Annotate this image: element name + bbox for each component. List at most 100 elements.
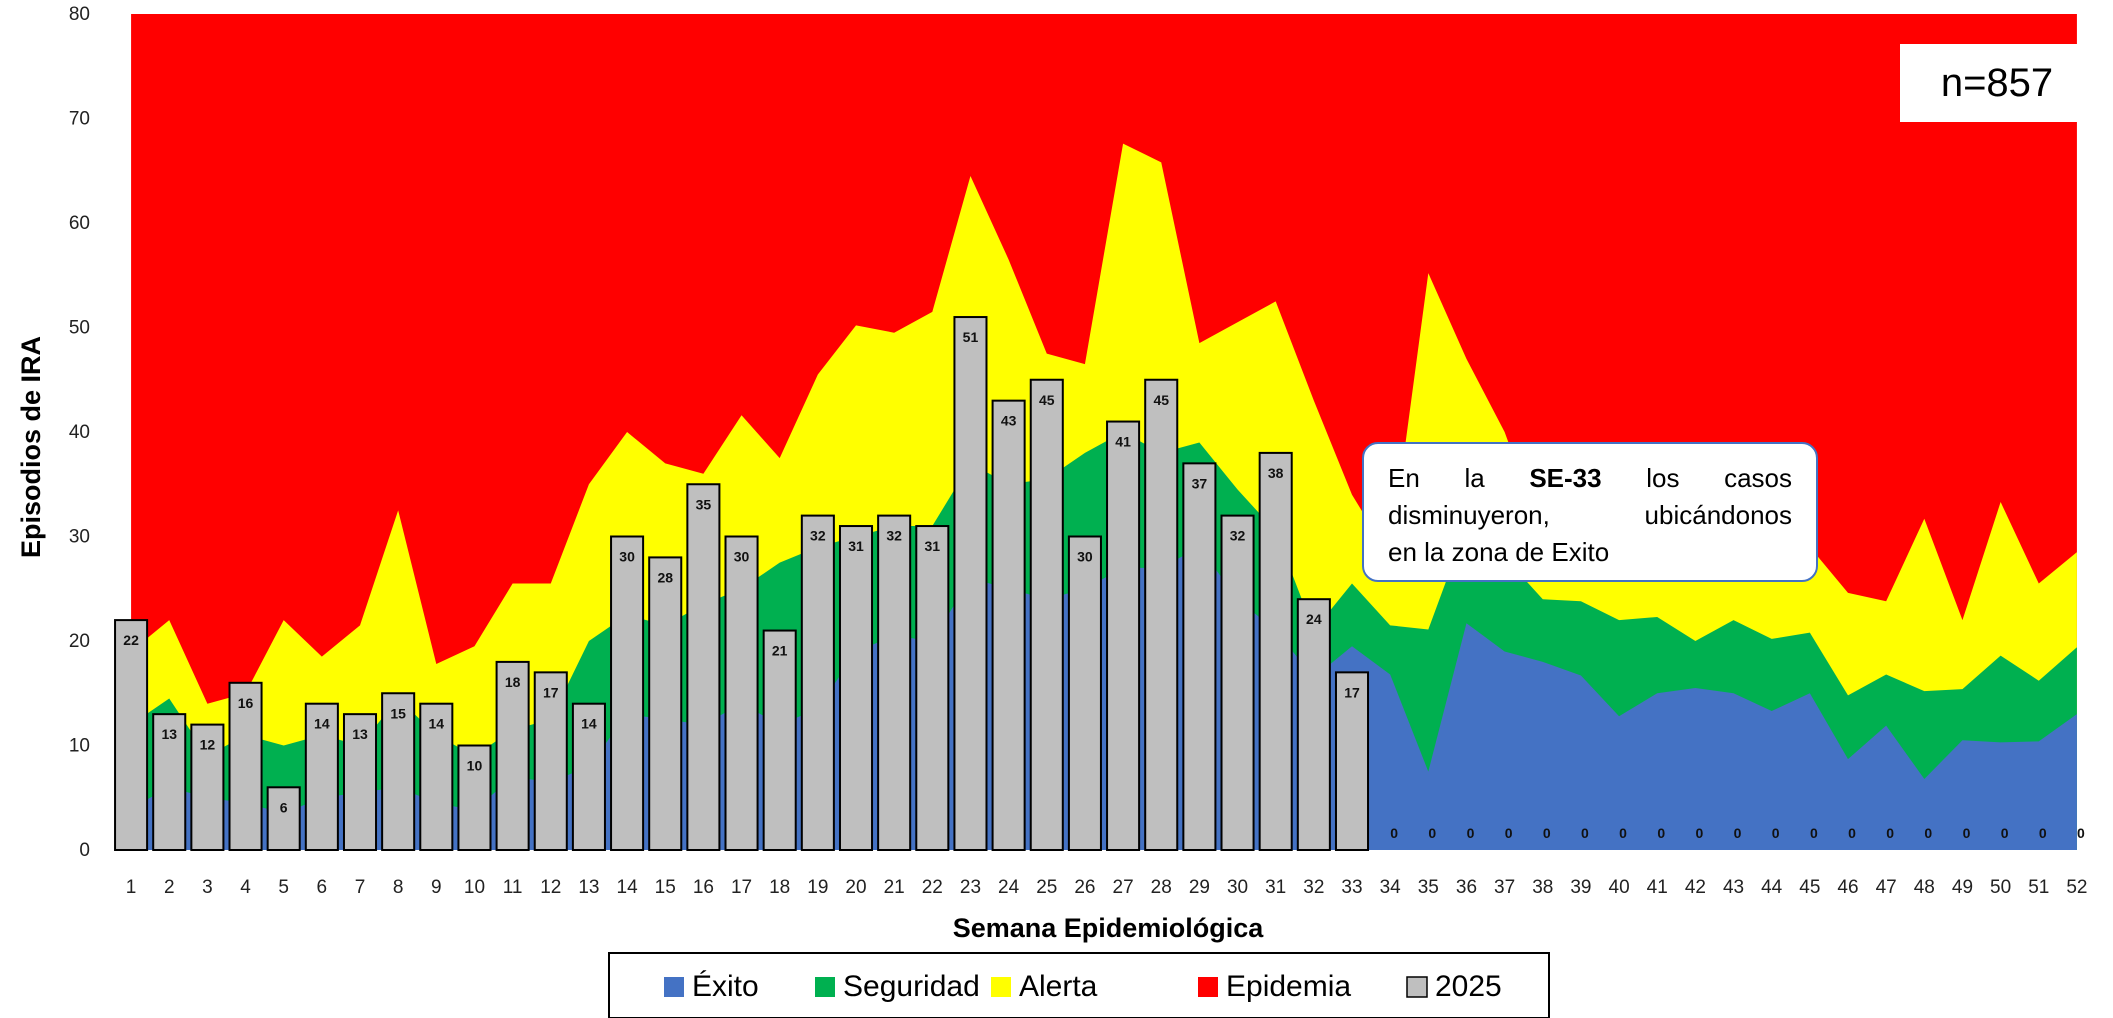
bar-value-label: 24 [1306,611,1322,627]
x-tick-label: 15 [655,877,676,898]
bar-value-label: 13 [352,726,368,742]
callout-word: los [1646,463,1680,493]
bar-value-label: 0 [1467,825,1475,841]
bar-value-label: 30 [619,549,635,565]
callout-line-1: En la SE-33 los casos [1388,460,1792,497]
x-tick-label: 46 [1837,877,1858,898]
x-tick-label: 52 [2066,877,2087,898]
callout-word: En [1388,463,1420,493]
bar-value-label: 0 [1581,825,1589,841]
bar-week-29 [1182,462,1217,851]
x-tick-label: 50 [1990,877,2011,898]
callout-line-3: en la zona de Exito [1388,537,1610,567]
x-tick-label: 34 [1380,877,1402,898]
bar-value-label: 45 [1153,392,1169,408]
bar-week-26 [1067,535,1102,851]
y-tick-label: 50 [69,318,90,339]
bar-value-label: 13 [161,726,177,742]
bar-week-27 [1106,420,1141,851]
bar-value-label: 30 [1077,549,1093,565]
x-tick-label: 3 [202,877,213,898]
legend: Éxito Seguridad Alerta Epidemia 2025 [608,952,1550,1018]
bar-week-17 [724,535,759,851]
bar-value-label: 0 [1657,825,1665,841]
callout-word: casos [1724,463,1792,493]
sample-size-label: n=857 [1900,44,2094,122]
bar-week-18 [762,629,797,851]
bar-value-label: 14 [429,716,445,732]
bar-week-16 [686,483,721,851]
x-tick-label: 47 [1876,877,1897,898]
x-tick-label: 42 [1685,877,1706,898]
bar-week-11 [495,660,530,852]
x-tick-label: 35 [1418,877,1439,898]
bar-value-label: 38 [1268,465,1284,481]
bar-week-15 [648,556,683,852]
legend-label: Seguridad [843,970,980,1003]
bar-week-8 [381,692,416,851]
x-tick-label: 28 [1151,877,1172,898]
y-axis-title: Episodios de IRA [16,336,46,558]
callout-word: ubicándonos [1644,500,1792,530]
x-tick-label: 38 [1532,877,1553,898]
legend-swatch [815,977,835,997]
bar-week-13 [571,702,606,852]
bar-week-1 [114,619,149,851]
bar-value-label: 12 [200,737,216,753]
bar-value-label: 17 [1344,684,1360,700]
bar-value-label: 0 [1428,825,1436,841]
legend-swatch [1198,977,1218,997]
y-tick-label: 60 [69,213,90,234]
x-tick-label: 39 [1570,877,1591,898]
bar-value-label: 0 [1734,825,1742,841]
x-tick-label: 16 [693,877,714,898]
bar-value-label: 0 [1695,825,1703,841]
bar-value-label: 41 [1115,434,1131,450]
bar-value-label: 0 [1848,825,1856,841]
bar-week-2 [152,713,187,852]
legend-swatch [991,977,1011,997]
bar-value-label: 0 [1619,825,1627,841]
x-tick-label: 21 [884,877,905,898]
x-tick-label: 44 [1761,877,1783,898]
bar-value-label: 0 [1886,825,1894,841]
bar-value-label: 51 [963,329,979,345]
bar-week-31 [1258,451,1293,851]
x-tick-label: 11 [503,877,523,898]
x-tick-label: 32 [1303,877,1324,898]
x-tick-label: 8 [393,877,404,898]
y-tick-label: 10 [69,736,90,757]
bar-value-label: 0 [1543,825,1551,841]
bar-week-7 [342,713,378,852]
x-tick-label: 26 [1074,877,1095,898]
y-tick-label: 80 [69,4,90,25]
x-axis-title: Semana Epidemiológica [953,913,1265,943]
bar-week-32 [1296,598,1331,852]
legend-label: Éxito [692,970,759,1003]
y-tick-label: 40 [69,422,90,443]
legend-label: Alerta [1019,970,1098,1003]
bar-value-label: 35 [696,496,712,512]
x-tick-label: 7 [355,877,366,898]
bar-week-30 [1220,514,1255,851]
bar-week-4 [228,681,263,851]
x-tick-label: 27 [1113,877,1134,898]
bar-value-label: 32 [1230,528,1246,544]
y-tick-label: 30 [69,527,90,548]
x-tick-label: 23 [960,877,981,898]
x-tick-label: 19 [807,877,828,898]
bar-value-label: 45 [1039,392,1055,408]
bar-value-label: 0 [2077,825,2085,841]
x-tick-label: 20 [845,877,866,898]
bar-week-20 [838,525,874,851]
x-tick-label: 31 [1265,877,1286,898]
bar-value-label: 32 [810,528,826,544]
bar-week-14 [610,535,645,851]
bar-value-label: 21 [772,643,788,659]
callout-word: la [1464,463,1485,493]
y-tick-label: 70 [69,109,90,130]
x-tick-label: 13 [578,877,599,898]
x-tick-label: 48 [1914,877,1935,898]
bar-value-label: 16 [238,695,254,711]
